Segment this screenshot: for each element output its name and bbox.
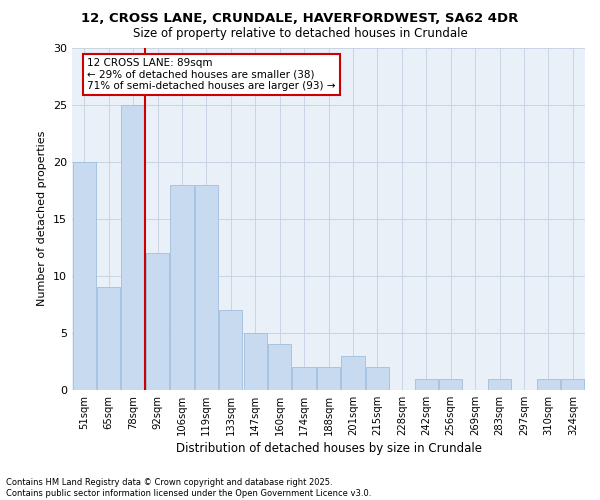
X-axis label: Distribution of detached houses by size in Crundale: Distribution of detached houses by size … xyxy=(176,442,482,455)
Bar xyxy=(415,378,438,390)
Bar xyxy=(366,367,389,390)
Bar xyxy=(121,104,145,390)
Bar xyxy=(268,344,291,390)
Bar xyxy=(317,367,340,390)
Bar xyxy=(219,310,242,390)
Text: Size of property relative to detached houses in Crundale: Size of property relative to detached ho… xyxy=(133,28,467,40)
Y-axis label: Number of detached properties: Number of detached properties xyxy=(37,131,47,306)
Bar xyxy=(73,162,96,390)
Bar xyxy=(146,253,169,390)
Bar xyxy=(170,184,194,390)
Text: 12, CROSS LANE, CRUNDALE, HAVERFORDWEST, SA62 4DR: 12, CROSS LANE, CRUNDALE, HAVERFORDWEST,… xyxy=(82,12,518,26)
Bar xyxy=(561,378,584,390)
Bar xyxy=(244,333,267,390)
Text: Contains HM Land Registry data © Crown copyright and database right 2025.
Contai: Contains HM Land Registry data © Crown c… xyxy=(6,478,371,498)
Text: 12 CROSS LANE: 89sqm
← 29% of detached houses are smaller (38)
71% of semi-detac: 12 CROSS LANE: 89sqm ← 29% of detached h… xyxy=(88,58,336,91)
Bar xyxy=(488,378,511,390)
Bar xyxy=(537,378,560,390)
Bar xyxy=(292,367,316,390)
Bar xyxy=(97,287,120,390)
Bar xyxy=(341,356,365,390)
Bar xyxy=(195,184,218,390)
Bar xyxy=(439,378,462,390)
